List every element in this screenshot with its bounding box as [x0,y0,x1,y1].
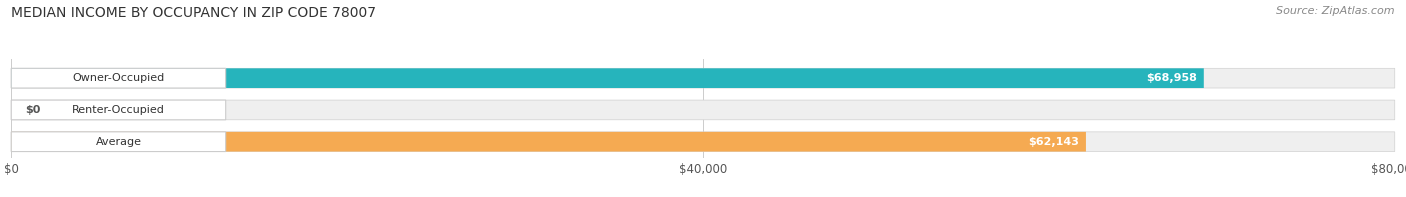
Text: $0: $0 [25,105,41,115]
FancyBboxPatch shape [11,100,66,120]
FancyBboxPatch shape [11,132,1085,151]
Text: Renter-Occupied: Renter-Occupied [72,105,165,115]
Text: $68,958: $68,958 [1146,73,1197,83]
FancyBboxPatch shape [11,68,226,88]
Text: Average: Average [96,137,142,147]
FancyBboxPatch shape [11,100,1395,120]
FancyBboxPatch shape [11,100,226,120]
Text: MEDIAN INCOME BY OCCUPANCY IN ZIP CODE 78007: MEDIAN INCOME BY OCCUPANCY IN ZIP CODE 7… [11,6,377,20]
Text: Source: ZipAtlas.com: Source: ZipAtlas.com [1277,6,1395,16]
Text: Owner-Occupied: Owner-Occupied [72,73,165,83]
FancyBboxPatch shape [11,68,1395,88]
FancyBboxPatch shape [11,132,226,151]
Text: $62,143: $62,143 [1028,137,1078,147]
FancyBboxPatch shape [11,68,1204,88]
FancyBboxPatch shape [11,132,1395,151]
